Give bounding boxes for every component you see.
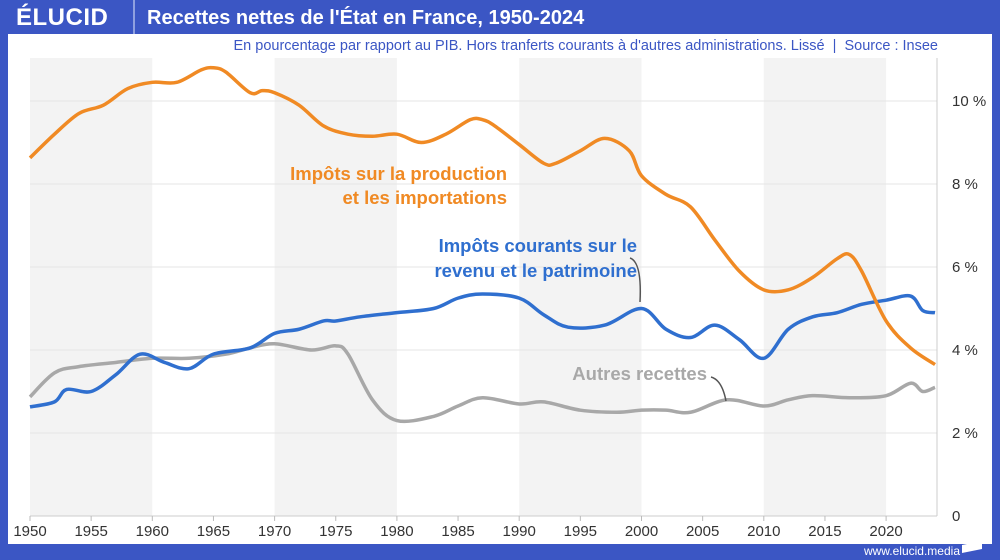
chart-title: Recettes nettes de l'État en France, 195…: [147, 7, 585, 29]
series-production-label: Impôts sur la production: [290, 163, 507, 184]
autres-leader-line: [710, 376, 727, 402]
shaded-decade-band: [30, 58, 153, 516]
elucid-flag-icon: [962, 541, 982, 553]
x-tick-label: 2020: [869, 523, 902, 540]
chart-subtitle: En pourcentage par rapport au PIB. Hors …: [233, 38, 938, 54]
shaded-decade-band: [763, 58, 887, 516]
x-tick-label: 1970: [258, 523, 291, 540]
website-link[interactable]: www.elucid.media: [863, 544, 960, 558]
x-tick-label: 1985: [441, 523, 474, 540]
y-tick-label: 4 %: [952, 342, 978, 359]
series-autres-line: [28, 342, 936, 424]
x-tick-label: 1960: [136, 523, 169, 540]
y-tick-label: 6 %: [952, 259, 978, 276]
revenu-leader-line: [629, 257, 642, 303]
x-tick-label: 1950: [13, 523, 46, 540]
y-tick-label: 10 %: [952, 93, 986, 110]
x-tick-label: 1975: [319, 523, 352, 540]
x-tick-label: 1990: [503, 523, 536, 540]
series-production-label: et les importations: [343, 187, 507, 208]
elucid-logo: ÉLUCID: [16, 4, 109, 31]
x-tick-label: 1965: [197, 523, 230, 540]
series-production-line: [28, 65, 937, 366]
series-revenu-label: revenu et le patrimoine: [434, 260, 637, 281]
x-tick-label: 2005: [686, 523, 719, 540]
x-tick-label: 1995: [564, 523, 597, 540]
series-revenu-label: Impôts courants sur le: [439, 235, 637, 256]
shaded-decade-band: [519, 58, 642, 516]
x-tick-label: 1955: [74, 523, 107, 540]
header-divider: [133, 0, 135, 34]
y-tick-label: 0: [952, 508, 960, 525]
series-revenu-line: [29, 292, 936, 409]
shaded-decade-band: [274, 58, 397, 516]
x-tick-label: 1980: [380, 523, 413, 540]
y-tick-label: 8 %: [952, 176, 978, 193]
y-tick-label: 2 %: [952, 425, 978, 442]
x-tick-label: 2000: [625, 523, 658, 540]
series-autres-label: Autres recettes: [572, 363, 707, 384]
x-tick-label: 2015: [808, 523, 841, 540]
x-tick-label: 2010: [747, 523, 780, 540]
